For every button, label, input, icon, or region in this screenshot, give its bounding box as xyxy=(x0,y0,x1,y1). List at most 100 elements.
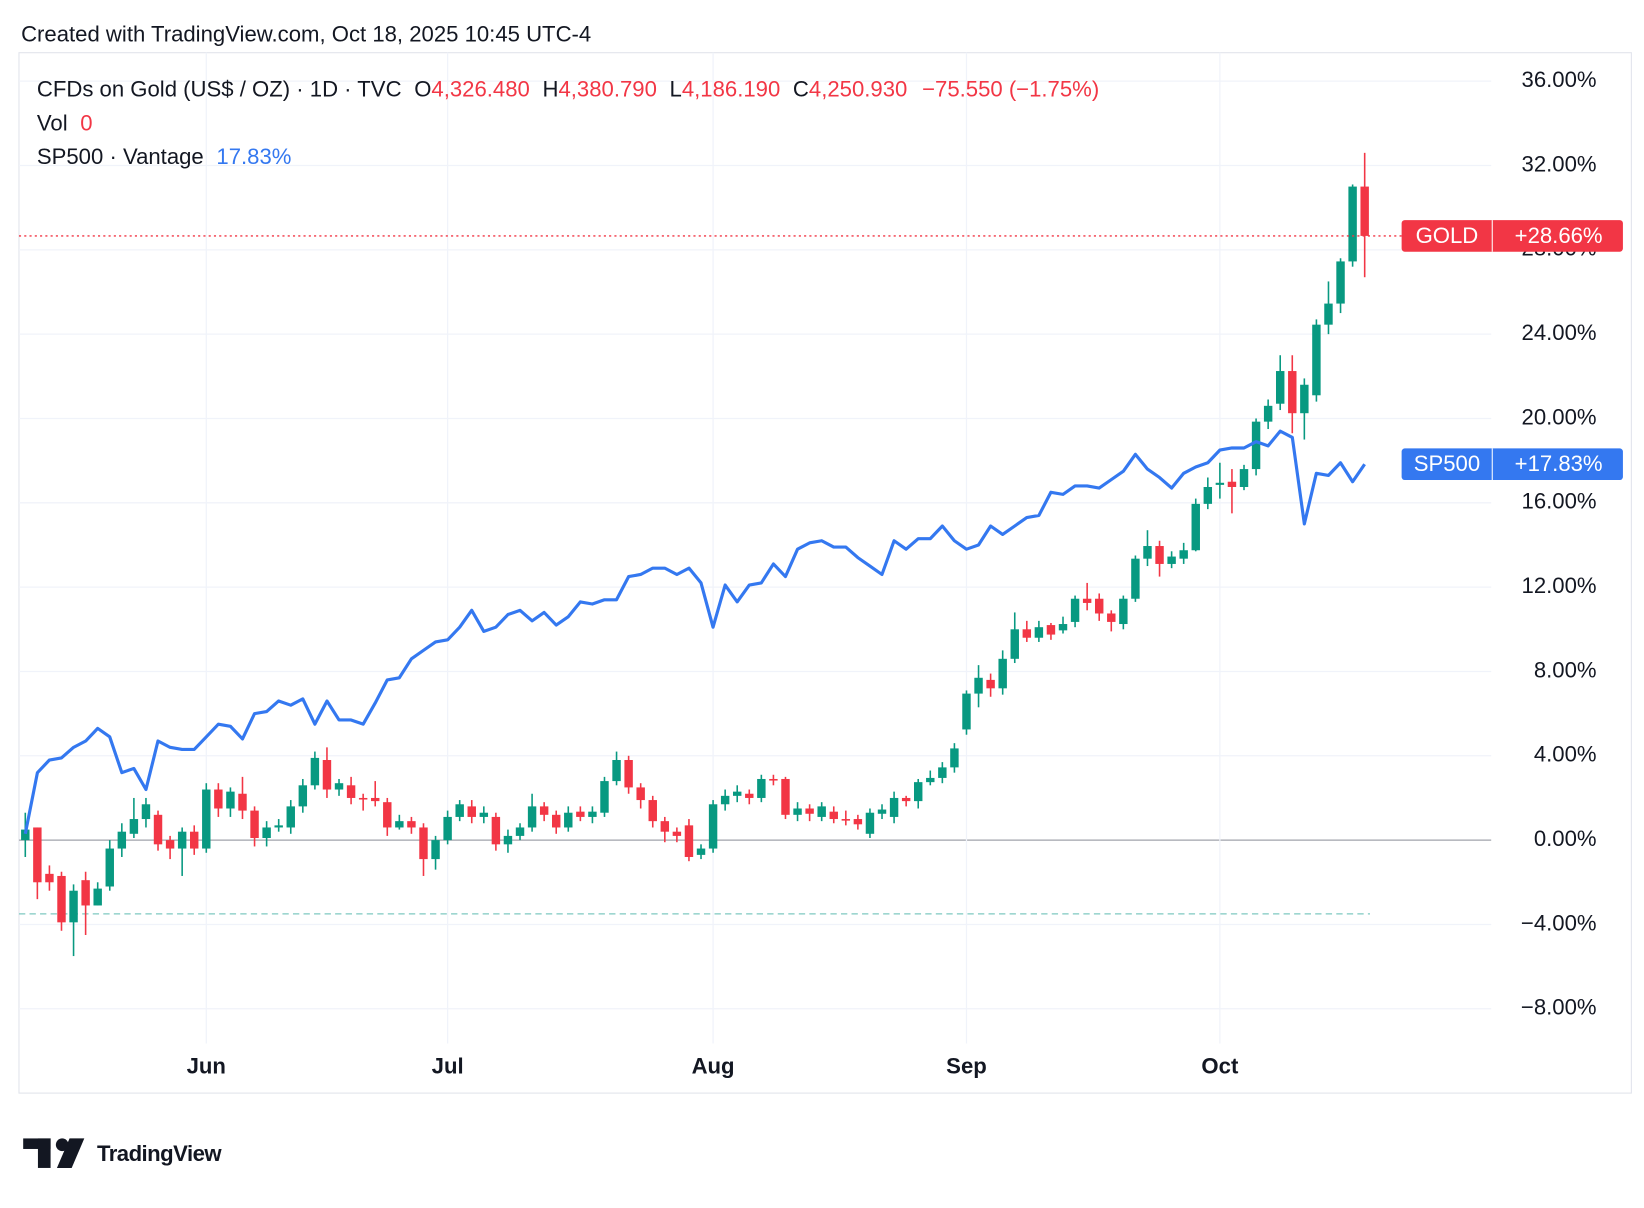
candle-body xyxy=(298,785,308,807)
candle-body xyxy=(1143,546,1152,559)
candle-body xyxy=(588,811,597,817)
candle-body xyxy=(576,811,585,817)
candle-body xyxy=(986,679,995,689)
candle-body xyxy=(1107,613,1116,622)
y-tick-label: 12.00% xyxy=(1522,573,1597,598)
candle-body xyxy=(552,814,561,828)
candle-body xyxy=(938,767,947,778)
candle-body xyxy=(672,831,682,836)
candle-body xyxy=(998,658,1007,689)
change-value: −75.550 (−1.75%) xyxy=(922,76,1099,101)
badge-value: +28.66% xyxy=(1515,223,1603,248)
candle-body xyxy=(1203,486,1213,504)
ohlc-value: 4,380.790 xyxy=(558,76,656,101)
candle-body xyxy=(660,821,670,832)
candle-body xyxy=(696,848,706,855)
candle-body xyxy=(527,806,537,828)
candle-body xyxy=(781,778,790,815)
candle-body xyxy=(202,789,211,849)
x-tick-label: Oct xyxy=(1201,1054,1239,1079)
y-tick-label: −8.00% xyxy=(1521,995,1597,1020)
candle-body xyxy=(1275,371,1285,404)
y-tick-label: 0.00% xyxy=(1534,826,1597,851)
badge-name: GOLD xyxy=(1416,223,1479,248)
candle-body xyxy=(1263,405,1273,422)
candle-body xyxy=(805,808,814,814)
y-tick-label: 20.00% xyxy=(1522,404,1597,429)
candle-body xyxy=(371,797,380,802)
candle-body xyxy=(962,693,971,730)
legend-row: SP500 · Vantage 17.83% xyxy=(37,144,292,169)
candle-body xyxy=(636,787,645,801)
candle-body xyxy=(865,812,875,834)
logo xyxy=(23,1138,85,1168)
candle-body xyxy=(600,781,609,813)
candle-body xyxy=(286,806,295,828)
candle-body xyxy=(1034,627,1044,638)
ohlc-value: 4,326.480 xyxy=(431,76,529,101)
ohlc-value: 4,250.930 xyxy=(809,76,907,101)
candle-body xyxy=(21,829,30,841)
candle-body xyxy=(1010,629,1019,659)
candle-body xyxy=(117,831,127,849)
y-tick-label: 24.00% xyxy=(1522,320,1597,345)
candle-body xyxy=(817,806,826,817)
candle-body xyxy=(479,812,489,817)
y-tick-label: 4.00% xyxy=(1534,742,1597,767)
y-tick-label: 16.00% xyxy=(1522,489,1597,514)
candle-body xyxy=(539,806,549,815)
ohlc-value: 4,186.190 xyxy=(682,76,780,101)
logo-bar xyxy=(23,1138,51,1149)
candle-body xyxy=(455,804,464,817)
legend-row: Vol 0 xyxy=(37,110,93,135)
candle-body xyxy=(769,778,778,781)
candle-body xyxy=(503,835,513,845)
candle-body xyxy=(1360,186,1369,236)
candle-body xyxy=(310,757,320,786)
candle-body xyxy=(69,890,78,923)
legend-title: CFDs on Gold (US$ / OZ) · 1D · TVC xyxy=(37,76,402,101)
y-tick-label: 36.00% xyxy=(1522,67,1597,92)
x-tick-label: Jul xyxy=(432,1054,464,1079)
candle-body xyxy=(841,819,851,821)
candle-body xyxy=(648,800,657,822)
candle-body xyxy=(81,880,90,906)
badge-value: +17.83% xyxy=(1515,451,1603,476)
candle-body xyxy=(1094,598,1104,614)
y-tick-label: 8.00% xyxy=(1534,657,1597,682)
candle-body xyxy=(1348,186,1357,262)
logo-slash xyxy=(56,1138,85,1168)
candle-body xyxy=(1300,384,1309,414)
chart-frame xyxy=(18,52,1632,1094)
candle-body xyxy=(214,789,223,809)
candle-body xyxy=(708,804,718,849)
candle-body xyxy=(1239,469,1249,487)
candle-body xyxy=(1058,624,1068,631)
candle-body xyxy=(93,888,102,906)
candle-body xyxy=(238,793,247,811)
candle-body xyxy=(419,827,428,860)
candle-body xyxy=(515,827,525,836)
candle-body xyxy=(141,804,151,820)
candle-body xyxy=(720,795,730,805)
candle-body xyxy=(407,821,416,828)
candle-body xyxy=(1082,598,1092,603)
price-badge xyxy=(1401,220,1623,252)
candle-body xyxy=(250,810,259,839)
candle-body xyxy=(190,831,199,849)
ohlc-label: C xyxy=(793,76,809,101)
candle-body xyxy=(467,806,476,817)
candle-body xyxy=(1215,482,1225,485)
candle-body xyxy=(383,802,392,828)
candle-body xyxy=(1336,261,1345,304)
volume-label: Vol xyxy=(37,110,68,135)
candle-body xyxy=(491,816,501,845)
candle-body xyxy=(624,760,633,788)
attribution: Created with TradingView.com, Oct 18, 20… xyxy=(21,22,591,47)
candle-body xyxy=(889,797,899,817)
candle-body xyxy=(757,778,766,798)
x-tick-label: Aug xyxy=(692,1054,735,1079)
candle-body xyxy=(153,814,163,845)
